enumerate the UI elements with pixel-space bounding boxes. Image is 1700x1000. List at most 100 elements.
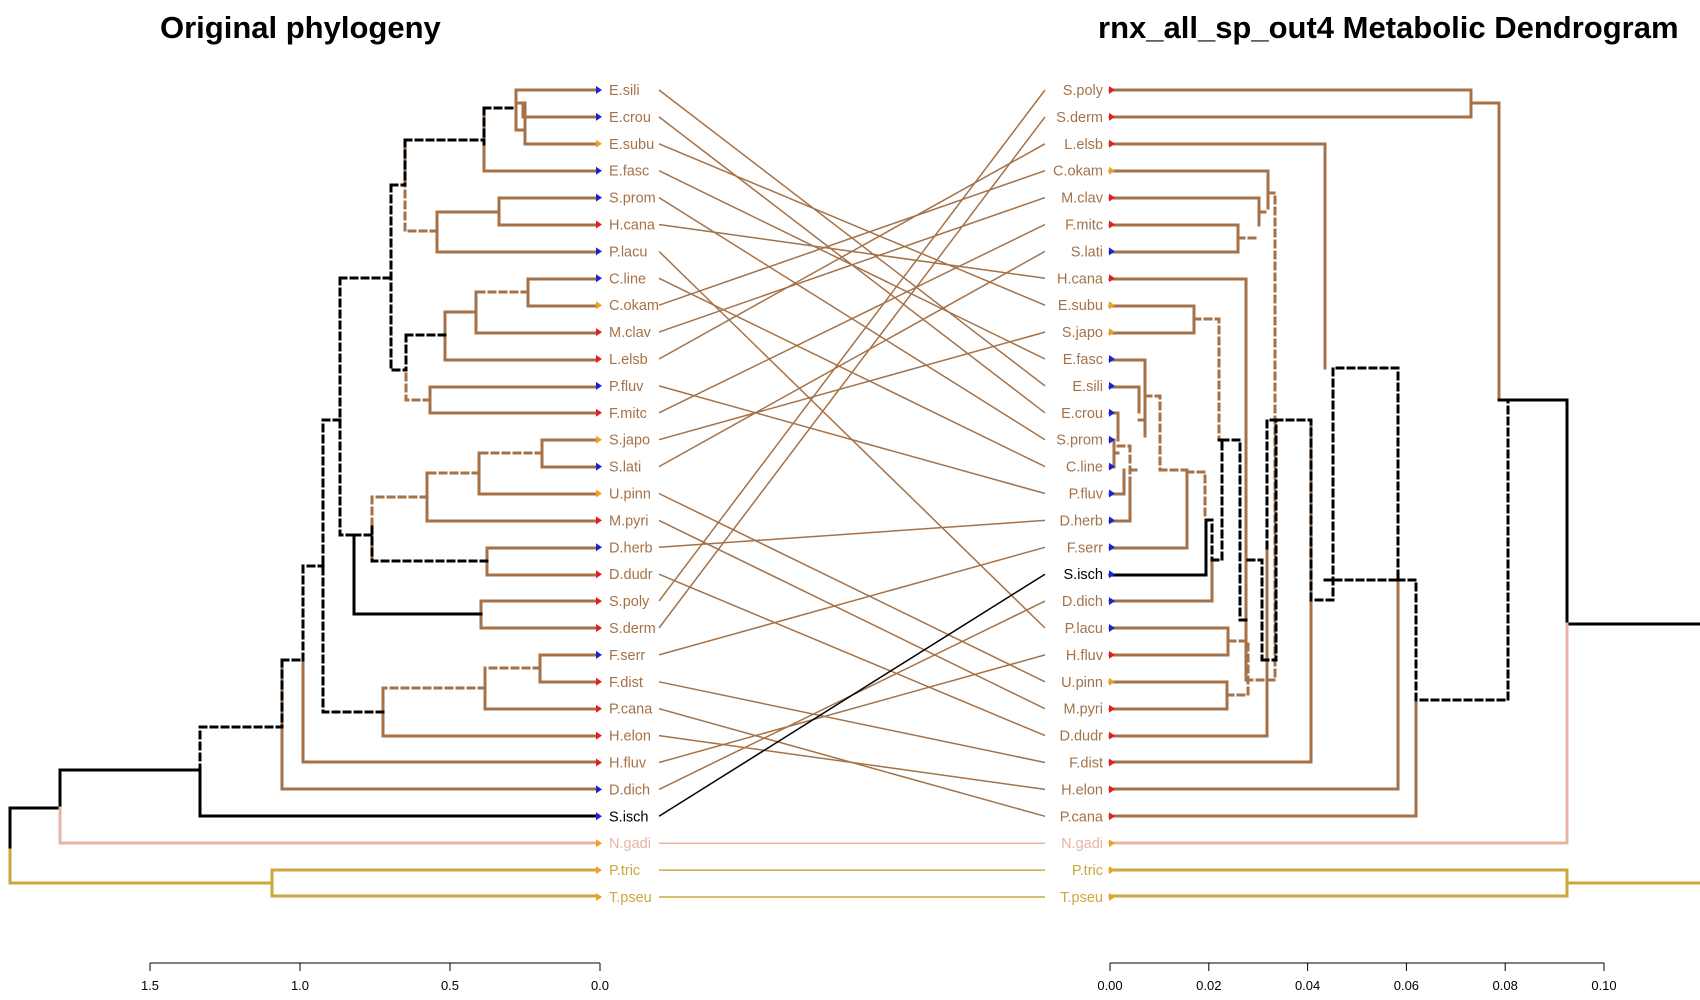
left-branch <box>381 686 597 738</box>
right-branch <box>1108 223 1240 254</box>
left-taxon-label: F.serr <box>609 648 645 664</box>
right-tip-marker <box>1109 570 1115 579</box>
right-taxon-label: S.derm <box>1056 110 1103 126</box>
left-tip-marker <box>596 489 602 498</box>
left-branch <box>540 438 597 469</box>
left-branch <box>370 523 489 563</box>
right-tip-marker <box>1109 435 1115 444</box>
right-branch <box>1108 470 1189 550</box>
right-branch <box>1108 468 1126 496</box>
left-tip-marker <box>596 866 602 875</box>
right-axis-tick-label: 0.10 <box>1591 978 1616 993</box>
right-branch <box>1108 277 1248 682</box>
right-branch <box>1108 478 1132 523</box>
left-tip-marker <box>596 139 602 148</box>
taxon-connection-line <box>658 196 1046 333</box>
right-tip-marker <box>1109 193 1115 202</box>
left-axis-tick-label: 0.0 <box>591 978 609 993</box>
taxon-connection-line <box>658 250 1046 468</box>
left-branch <box>352 533 483 616</box>
left-taxon-label: P.fluv <box>609 379 644 395</box>
right-tip-marker <box>1109 274 1115 283</box>
right-branch <box>1108 304 1196 335</box>
left-tip-marker <box>596 328 602 337</box>
right-branch <box>1210 438 1242 622</box>
left-taxon-label: T.pseu <box>609 890 652 906</box>
right-branch <box>1108 622 1569 845</box>
right-branch <box>1469 101 1501 402</box>
right-branch <box>1236 191 1277 682</box>
left-taxon-label: D.dich <box>609 782 650 798</box>
right-axis-tick-label: 0.00 <box>1097 978 1122 993</box>
right-branch <box>1108 411 1120 442</box>
left-axis-tick-label: 1.0 <box>291 978 309 993</box>
right-taxon-label: T.pseu <box>1060 890 1103 906</box>
left-taxon-label: S.prom <box>609 191 656 207</box>
left-tip-marker <box>596 408 602 417</box>
left-tip-marker <box>596 597 602 606</box>
taxon-connection-line <box>658 492 1046 683</box>
left-tip-marker <box>596 247 602 256</box>
right-branch <box>1108 88 1473 119</box>
right-branch <box>1225 639 1250 697</box>
left-branch <box>370 495 429 562</box>
right-tip-marker <box>1109 516 1115 525</box>
left-taxon-label: S.japo <box>609 433 650 449</box>
right-branch <box>1112 444 1132 482</box>
right-taxon-label: L.elsb <box>1064 137 1103 153</box>
left-branch <box>8 848 597 898</box>
right-branch <box>1108 196 1261 227</box>
left-tip-marker <box>596 86 602 94</box>
right-branch <box>1108 169 1270 210</box>
left-taxon-labels: E.sili E.crou E.subu E.fasc S.prom H.cana P.la… <box>596 83 659 906</box>
left-branch <box>58 806 597 845</box>
right-taxon-label: D.dich <box>1062 594 1103 610</box>
left-branch <box>514 88 597 146</box>
left-branch <box>425 471 597 523</box>
right-taxon-label: D.herb <box>1059 513 1103 529</box>
left-branch <box>403 138 439 233</box>
left-branch <box>403 138 486 187</box>
right-taxon-label: P.cana <box>1060 809 1104 825</box>
right-taxon-label: H.cana <box>1057 271 1104 287</box>
right-taxon-label: P.tric <box>1072 863 1103 879</box>
left-taxon-label: E.fasc <box>609 164 649 180</box>
right-tip-marker <box>1109 624 1115 632</box>
right-branch <box>1497 398 1700 626</box>
left-tip-marker <box>596 166 602 175</box>
left-branch <box>483 666 597 711</box>
right-branch <box>1274 366 1400 602</box>
right-tip-marker <box>1109 812 1115 821</box>
taxon-connection-line <box>658 573 1046 737</box>
right-branch <box>1108 626 1230 657</box>
right-branch <box>1108 142 1327 370</box>
right-tip-marker <box>1109 677 1115 686</box>
right-taxon-label: M.clav <box>1061 191 1104 207</box>
left-tip-marker <box>596 435 602 444</box>
left-branch <box>538 653 597 684</box>
left-taxon-label: L.elsb <box>609 352 648 368</box>
left-taxon-label: H.elon <box>609 729 651 745</box>
taxon-connection-line <box>658 89 1046 602</box>
left-tip-marker <box>596 731 602 740</box>
right-taxon-label: P.fluv <box>1069 487 1104 503</box>
left-branch <box>443 310 597 362</box>
left-tip-marker <box>596 758 602 767</box>
right-taxon-label: H.fluv <box>1066 648 1104 664</box>
right-branch <box>1108 698 1418 818</box>
right-branch <box>1108 546 1269 738</box>
taxon-connection-line <box>658 573 1046 817</box>
left-branch <box>526 277 597 308</box>
right-tree-title: rnx_all_sp_out4 Metabolic Dendrogram <box>1098 10 1679 45</box>
right-tip-marker <box>1109 597 1115 606</box>
right-tip-marker <box>1109 543 1115 552</box>
left-taxon-label: F.dist <box>609 675 643 691</box>
taxon-connection-line <box>658 143 1046 306</box>
left-taxon-label: P.tric <box>609 863 640 879</box>
right-taxon-label: F.dist <box>1069 756 1103 772</box>
right-taxon-label: U.pinn <box>1061 675 1103 691</box>
right-tip-marker <box>1109 355 1115 363</box>
left-tip-marker <box>596 677 602 686</box>
right-tip-marker <box>1109 381 1115 390</box>
left-branch <box>474 290 597 335</box>
